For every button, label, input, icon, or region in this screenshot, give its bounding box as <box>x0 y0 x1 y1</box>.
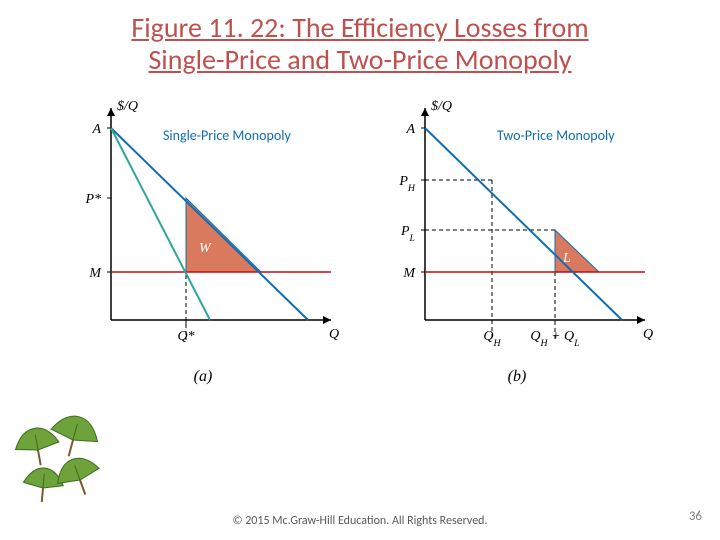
title-line-2: Single-Price and Two-Price Monopoly <box>148 42 571 77</box>
title-line-1: Figure 11. 22: The Efficiency Losses fro… <box>131 10 588 45</box>
charts-row: $/Q Q W A P* M Q* Single-Price Monopoly (a) $/Q… <box>0 90 720 400</box>
svg-text:$/Q: $/Q <box>431 99 452 114</box>
panel-b-svg: $/QQLAPHPLMQHQH + QLTwo-Price Monopoly <box>377 90 657 370</box>
svg-text:A: A <box>91 122 101 137</box>
panel-b-caption: (b) <box>377 368 657 386</box>
svg-text:P*: P* <box>84 192 101 207</box>
svg-text:QH + QL: QH + QL <box>530 329 579 349</box>
panel-b: $/QQLAPHPLMQHQH + QLTwo-Price Monopoly (… <box>377 90 657 400</box>
svg-text:W: W <box>199 241 212 256</box>
svg-text:M: M <box>88 266 102 281</box>
svg-text:Two-Price Monopoly: Two-Price Monopoly <box>497 127 615 144</box>
page-number: 36 <box>689 509 702 524</box>
svg-text:M: M <box>402 266 416 281</box>
panel-a-svg: $/Q Q W A P* M Q* Single-Price Monopoly <box>63 90 343 370</box>
svg-text:Q*: Q* <box>177 329 194 344</box>
svg-text:Q: Q <box>643 327 653 342</box>
svg-text:QH: QH <box>483 329 501 349</box>
svg-text:Single-Price Monopoly: Single-Price Monopoly <box>163 127 291 144</box>
slide-title: Figure 11. 22: The Efficiency Losses fro… <box>0 0 720 80</box>
svg-text:Q: Q <box>329 327 339 342</box>
svg-text:$/Q: $/Q <box>117 99 138 114</box>
panel-a-caption: (a) <box>63 368 343 386</box>
panel-a: $/Q Q W A P* M Q* Single-Price Monopoly (a) <box>63 90 343 400</box>
ginkgo-leaf-icon <box>8 410 118 520</box>
svg-text:PH: PH <box>398 174 416 194</box>
svg-text:A: A <box>405 122 415 137</box>
copyright-text: © 2015 Mc.Graw-Hill Education. All Right… <box>0 514 720 528</box>
svg-text:PL: PL <box>400 224 415 244</box>
